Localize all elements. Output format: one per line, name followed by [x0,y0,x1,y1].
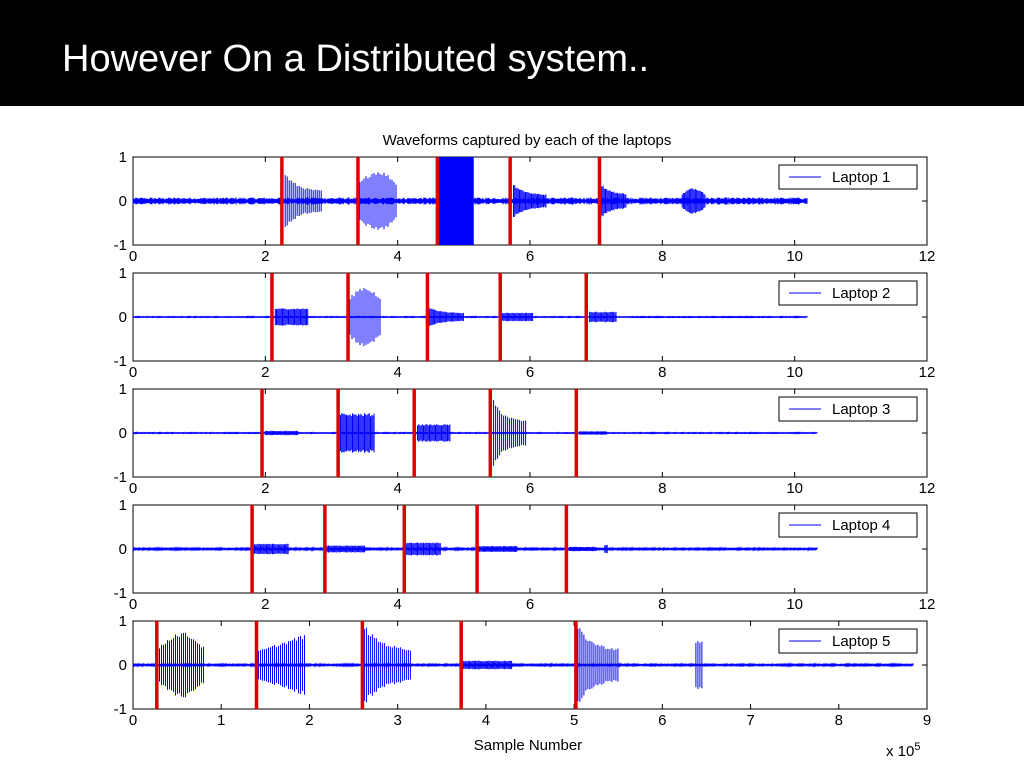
y-tick-label: 1 [119,613,127,630]
x-axis-label: Sample Number [474,737,582,754]
y-tick-label: -1 [114,701,127,718]
y-tick-label: 0 [119,193,127,210]
y-tick-label: 0 [119,425,127,442]
x-tick-label: 0 [129,364,137,381]
x-tick-label: 10 [786,596,803,613]
x-multiplier-exponent: 5 [914,741,920,753]
y-tick-label: -1 [114,469,127,486]
waveform-burst [460,660,513,670]
x-tick-label: 6 [526,480,534,497]
waveform-burst [695,641,703,689]
waveform-burst [493,400,527,466]
y-tick-label: -1 [114,237,127,254]
x-tick-label: 2 [261,480,269,497]
x-tick-label: 6 [526,596,534,613]
chart-title: Waveforms captured by each of the laptop… [383,132,672,149]
x-tick-label: 7 [746,712,754,729]
waveform-burst [681,188,706,214]
legend-box [778,280,918,306]
x-multiplier-base: x 10 [886,743,914,760]
x-tick-label: 12 [919,596,936,613]
x-tick-label: 0 [129,712,137,729]
x-tick-label: 4 [482,712,490,729]
x-tick-label: 5 [570,712,578,729]
x-tick-label: 0 [129,480,137,497]
waveform-chart: Waveforms captured by each of the laptop… [114,132,936,760]
legend-label: Laptop 5 [832,633,890,650]
x-tick-label: 2 [305,712,313,729]
x-multiplier-label: x 105 [886,741,920,760]
x-tick-label: 6 [658,712,666,729]
x-tick-label: 0 [129,248,137,265]
waveform-burst [589,311,617,323]
x-tick-label: 12 [919,364,936,381]
x-tick-label: 6 [526,248,534,265]
x-tick-label: 8 [658,480,666,497]
x-tick-label: 4 [393,248,401,265]
x-tick-label: 9 [923,712,931,729]
y-tick-label: 1 [119,497,127,514]
waveform-burst [264,430,299,436]
x-tick-label: 10 [786,364,803,381]
x-tick-label: 2 [261,364,269,381]
waveform-burst [159,632,204,698]
x-tick-label: 8 [658,248,666,265]
y-tick-label: 0 [119,309,127,326]
y-tick-label: -1 [114,585,127,602]
slide-header: However On a Distributed system.. [0,0,1024,106]
x-tick-label: 6 [526,364,534,381]
x-tick-label: 8 [658,596,666,613]
x-tick-label: 12 [919,248,936,265]
x-tick-label: 8 [835,712,843,729]
waveform-burst [274,308,309,326]
y-tick-label: 1 [119,381,127,398]
slide-title: However On a Distributed system.. [62,38,650,80]
waveform-burst [417,424,451,442]
x-tick-label: 3 [393,712,401,729]
y-tick-label: 0 [119,657,127,674]
legend-label: Laptop 4 [832,517,890,534]
x-tick-label: 8 [658,364,666,381]
waveform-burst [437,157,474,245]
legend-label: Laptop 3 [832,401,890,418]
x-tick-label: 4 [393,596,401,613]
x-tick-label: 10 [786,480,803,497]
waveform-burst [513,185,547,217]
x-tick-label: 0 [129,596,137,613]
waveform-burst [569,546,597,552]
y-tick-label: 1 [119,149,127,166]
y-tick-label: 1 [119,265,127,282]
legend-label: Laptop 1 [832,169,890,186]
x-tick-label: 4 [393,480,401,497]
x-tick-label: 12 [919,480,936,497]
y-tick-label: -1 [114,353,127,370]
waveform-burst [604,544,608,554]
x-tick-label: 10 [786,248,803,265]
x-tick-label: 1 [217,712,225,729]
legend-label: Laptop 2 [832,285,890,302]
waveform-burst [579,431,607,435]
x-tick-label: 2 [261,596,269,613]
waveform-baseline [132,546,818,552]
waveform-baseline [132,315,808,319]
waveform-baseline [132,431,818,435]
x-tick-label: 4 [393,364,401,381]
waveform-baseline [132,662,914,668]
y-tick-label: 0 [119,541,127,558]
waveform-burst [284,175,322,227]
x-tick-label: 2 [261,248,269,265]
